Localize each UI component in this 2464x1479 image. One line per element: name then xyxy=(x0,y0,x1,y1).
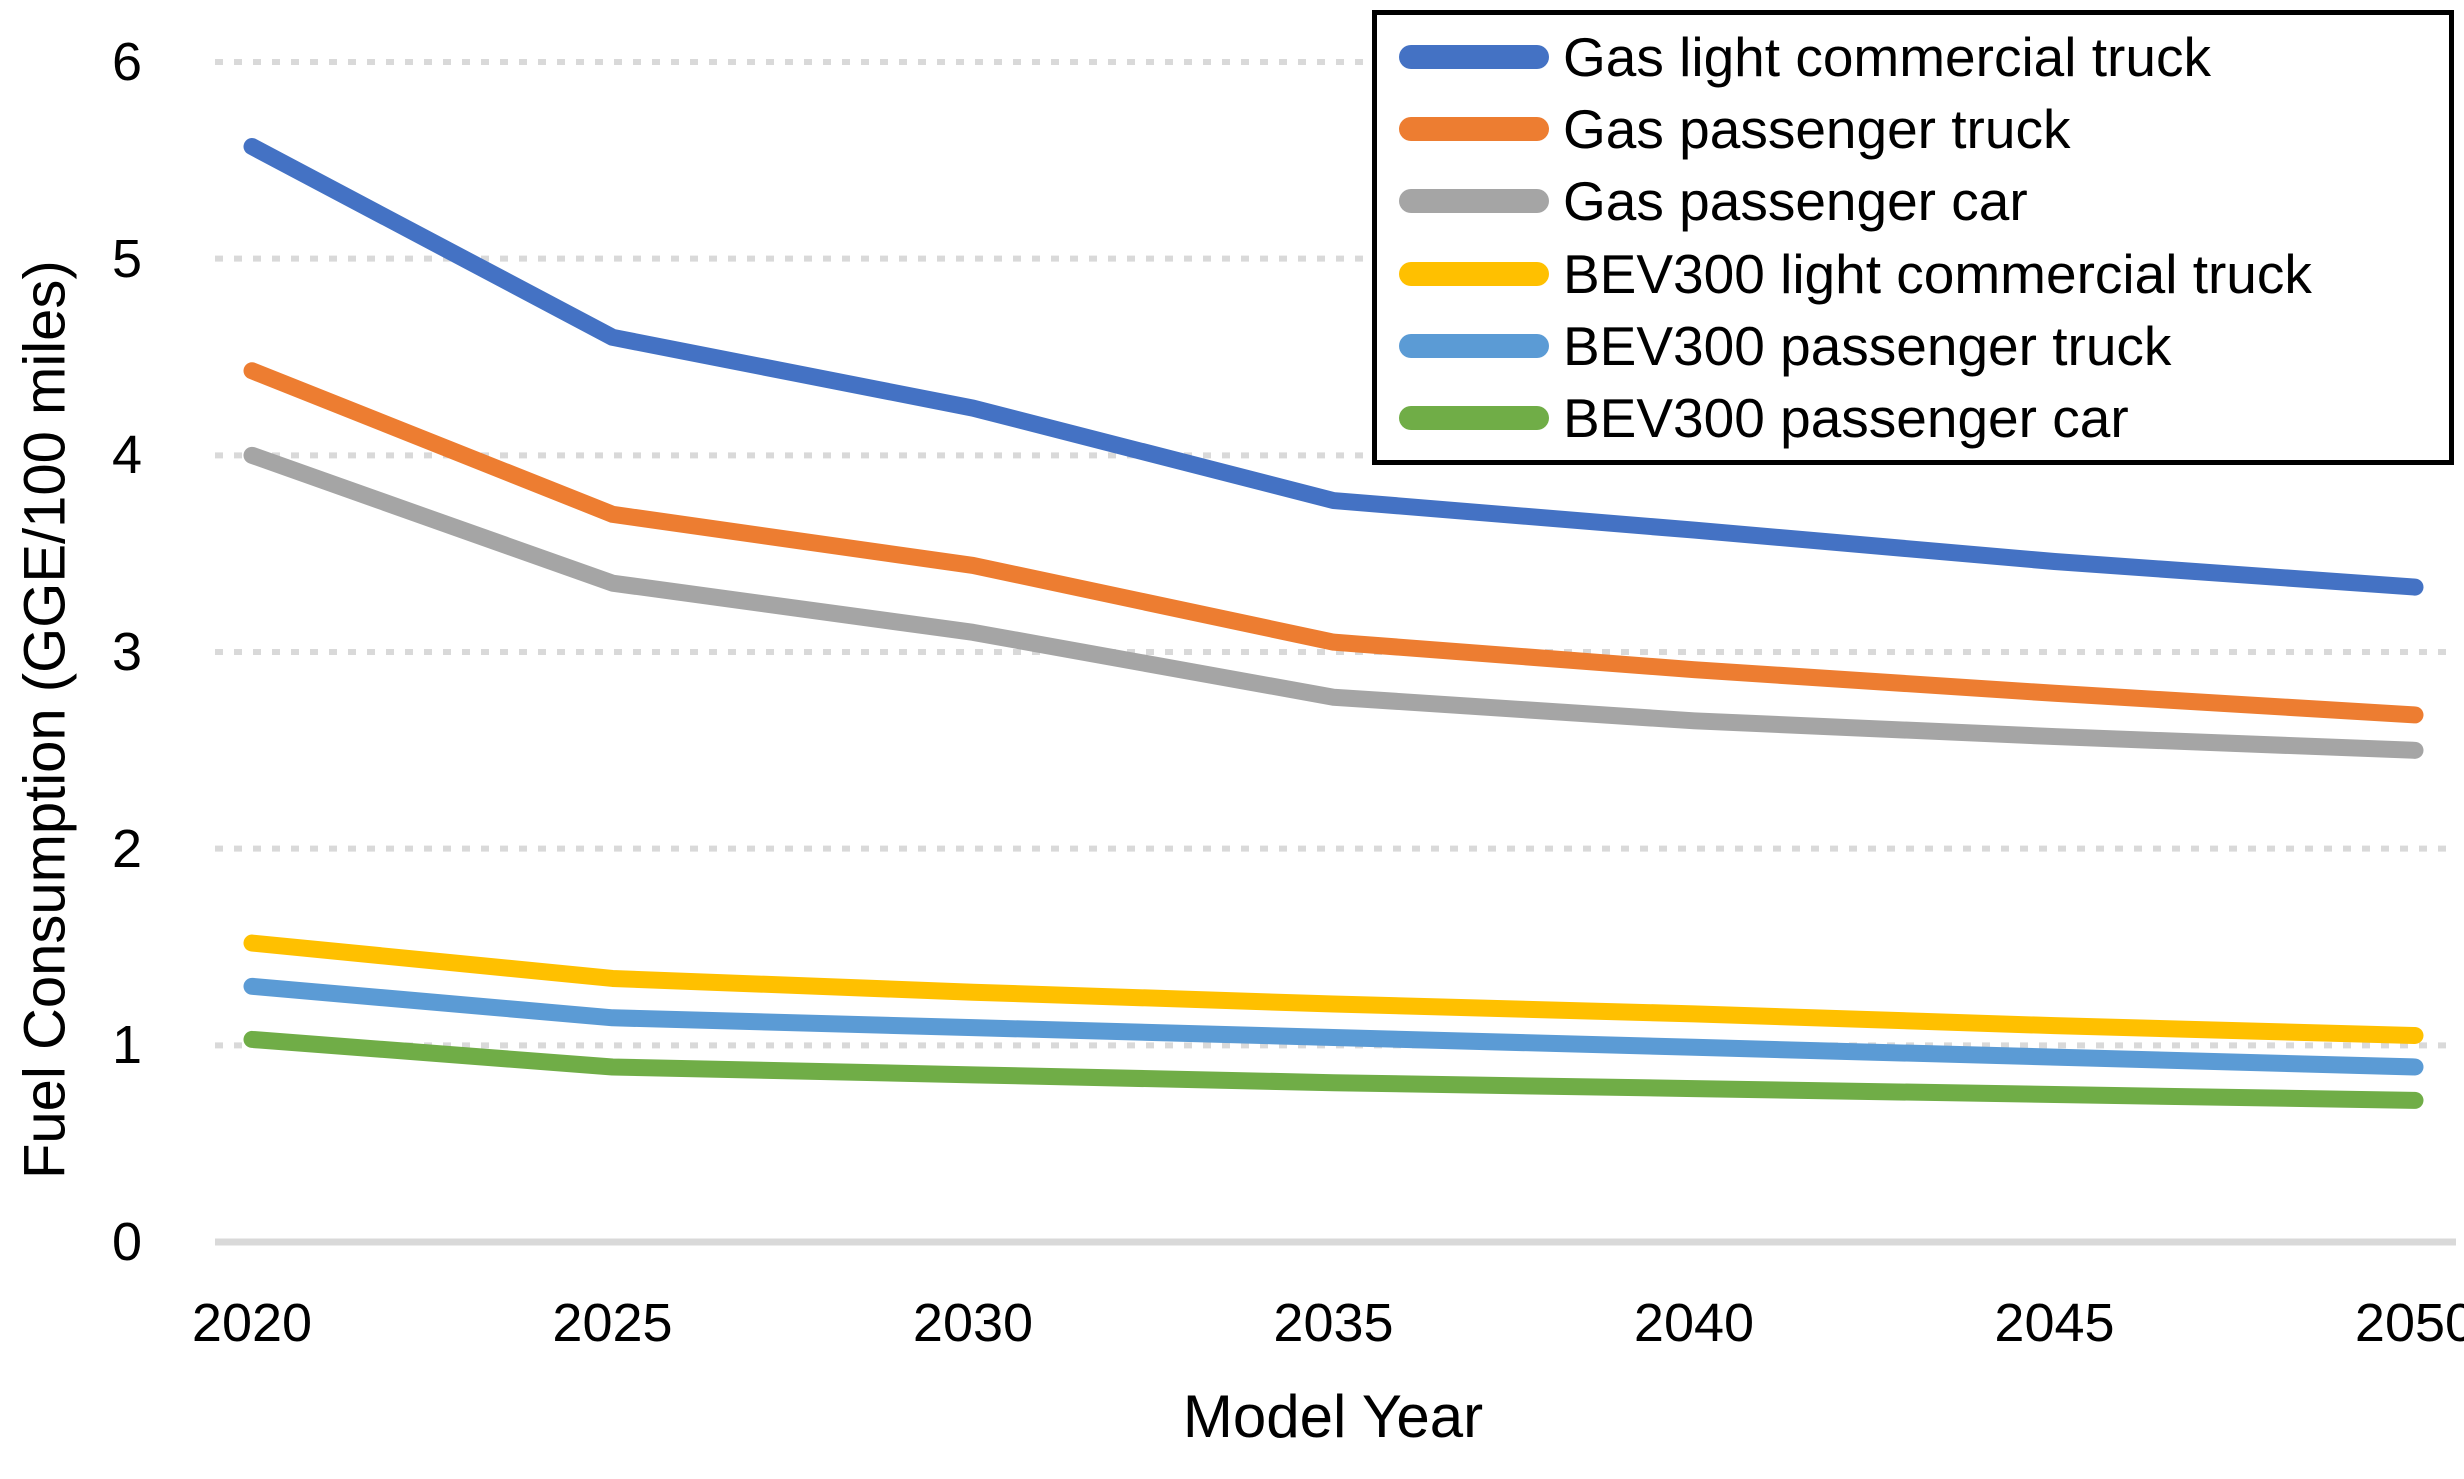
x-tick-label-2050: 2050 xyxy=(2354,1293,2464,1353)
x-tick-label-2035: 2035 xyxy=(1273,1293,1394,1353)
y-tick-label-0: 0 xyxy=(111,1212,142,1272)
y-tick-label-6: 6 xyxy=(111,31,142,92)
y-tick-label-4: 4 xyxy=(111,425,142,486)
legend-label: Gas passenger truck xyxy=(1563,98,2071,161)
legend-item-3: BEV300 light commercial truck xyxy=(1399,242,2439,306)
legend-item-1: Gas passenger truck xyxy=(1399,97,2439,161)
legend-label: BEV300 passenger truck xyxy=(1563,314,2172,377)
x-tick-label-2025: 2025 xyxy=(552,1293,673,1353)
legend-line-swatch-icon xyxy=(1399,189,1549,214)
legend-line-swatch-icon xyxy=(1399,405,1549,430)
legend-label: BEV300 light commercial truck xyxy=(1563,242,2312,305)
x-tick-label-2020: 2020 xyxy=(191,1293,313,1353)
legend-label: Gas light commercial truck xyxy=(1563,26,2211,89)
y-tick-label-1: 1 xyxy=(111,1015,142,1076)
legend-line-swatch-icon xyxy=(1399,261,1549,286)
series-line-0 xyxy=(243,138,2424,596)
legend-line-swatch-icon xyxy=(1399,117,1549,142)
x-tick-label-2030: 2030 xyxy=(912,1293,1034,1353)
legend-item-2: Gas passenger car xyxy=(1399,169,2439,233)
y-tick-label-3: 3 xyxy=(111,621,142,682)
legend-label: BEV300 passenger car xyxy=(1563,386,2129,449)
legend: Gas light commercial truck Gas passenger … xyxy=(1372,10,2454,465)
legend-line-swatch-icon xyxy=(1399,333,1549,358)
series-line-3 xyxy=(243,934,2424,1044)
y-tick-label-5: 5 xyxy=(111,228,142,289)
legend-item-0: Gas light commercial truck xyxy=(1399,25,2439,89)
legend-item-4: BEV300 passenger truck xyxy=(1399,314,2439,378)
series-line-1 xyxy=(243,362,2424,724)
legend-label: Gas passenger car xyxy=(1563,170,2028,233)
legend-line-swatch-icon xyxy=(1399,45,1549,70)
series-line-5 xyxy=(243,1030,2424,1109)
y-tick-label-2: 2 xyxy=(111,818,142,879)
x-axis-title: Model Year xyxy=(1182,1383,1484,1450)
series-line-4 xyxy=(243,977,2424,1076)
series-line-2 xyxy=(243,446,2424,759)
x-tick-label-2040: 2040 xyxy=(1633,1293,1755,1353)
x-tick-label-2045: 2045 xyxy=(1994,1293,2115,1353)
legend-item-5: BEV300 passenger car xyxy=(1399,386,2439,450)
